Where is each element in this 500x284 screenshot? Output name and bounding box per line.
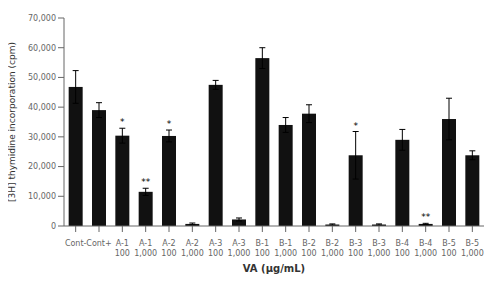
svg-text:B-31,000: B-31,000: [368, 239, 391, 258]
svg-text:VA (μg/mL): VA (μg/mL): [243, 263, 305, 274]
svg-text:10,000: 10,000: [28, 192, 56, 201]
svg-text:A-21,000: A-21,000: [181, 239, 204, 258]
svg-text:B-41,000: B-41,000: [414, 239, 437, 258]
svg-text:B-1100: B-1100: [255, 239, 270, 258]
svg-text:*: *: [120, 117, 125, 127]
svg-text:Cont+: Cont+: [86, 239, 111, 248]
svg-text:**: **: [141, 177, 151, 187]
svg-text:B-4100: B-4100: [395, 239, 410, 258]
svg-text:**: **: [421, 212, 431, 222]
svg-text:40,000: 40,000: [28, 103, 56, 112]
svg-text:B-21,000: B-21,000: [321, 239, 344, 258]
svg-text:A-2100: A-2100: [161, 239, 176, 258]
svg-text:A-3100: A-3100: [208, 239, 223, 258]
svg-text:[3H] thymidine incorporation (: [3H] thymidine incorporation (cpm): [8, 42, 17, 202]
svg-text:70,000: 70,000: [28, 14, 56, 23]
svg-text:*: *: [353, 121, 358, 131]
svg-text:B-11,000: B-11,000: [274, 239, 297, 258]
svg-text:30,000: 30,000: [28, 133, 56, 142]
svg-text:Cont-: Cont-: [65, 239, 87, 248]
svg-text:A-11,000: A-11,000: [134, 239, 157, 258]
svg-text:B-3100: B-3100: [348, 239, 363, 258]
svg-text:B-2100: B-2100: [301, 239, 316, 258]
svg-text:60,000: 60,000: [28, 44, 56, 53]
svg-text:50,000: 50,000: [28, 73, 56, 82]
svg-text:20,000: 20,000: [28, 162, 56, 171]
svg-text:B-51,000: B-51,000: [461, 239, 484, 258]
svg-text:*: *: [167, 119, 172, 129]
svg-text:B-5100: B-5100: [441, 239, 456, 258]
svg-text:A-31,000: A-31,000: [228, 239, 251, 258]
svg-text:A-1100: A-1100: [115, 239, 130, 258]
svg-text:0: 0: [51, 222, 56, 231]
